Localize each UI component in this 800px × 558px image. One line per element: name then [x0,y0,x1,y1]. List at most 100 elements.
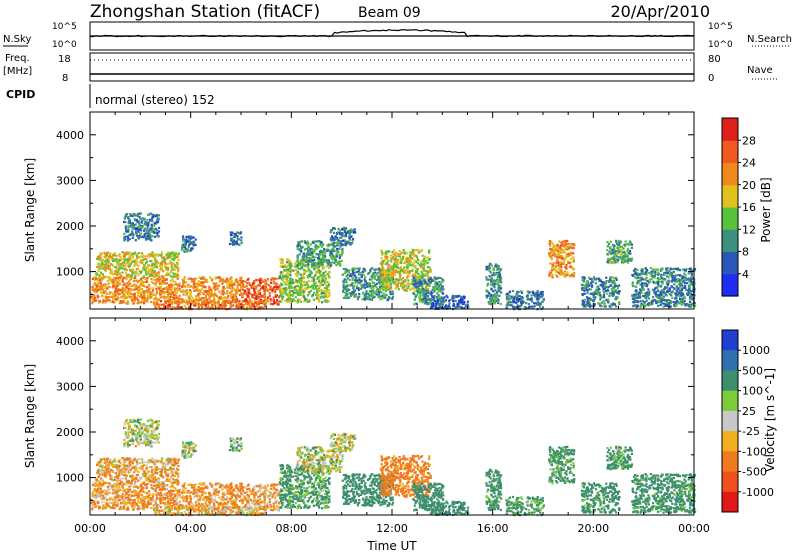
echo-cell [274,291,276,293]
echo-cell [183,291,185,293]
echo-cell [283,276,285,278]
echo-cell [297,241,299,243]
echo-cell [153,294,155,296]
echo-cell [218,291,220,293]
echo-cell [244,290,246,292]
echo-cell [349,275,351,277]
echo-cell [324,287,326,289]
echo-cell [534,295,536,297]
echo-cell [142,254,144,256]
echo-cell [416,276,418,278]
echo-cell [123,301,125,303]
echo-cell [139,218,141,220]
echo-cell [126,269,128,271]
echo-cell [499,273,501,275]
echo-cell [282,261,284,263]
echo-cell [106,265,108,267]
echo-cell [142,236,144,238]
echo-cell [213,293,215,295]
echo-cell [162,296,164,298]
echo-cell [223,304,225,306]
echo-cell [493,274,495,276]
echo-cell [307,263,309,265]
echo-cell [375,274,377,276]
echo-cell [171,292,173,294]
echo-cell [442,292,444,294]
echo-cell [149,260,151,262]
echo-cell [183,294,185,296]
echo-cell [267,278,269,280]
echo-cell [251,303,253,305]
echo-cell [395,288,397,290]
echo-cell [605,286,607,288]
echo-cell [223,286,225,288]
echo-cell [177,259,179,261]
echo-cell [144,223,146,225]
echo-cell [391,291,393,293]
echo-cell [416,279,418,281]
echo-cell [147,267,149,269]
echo-cell [151,224,153,226]
echo-cell [269,295,271,297]
echo-cell [389,272,391,274]
echo-cell [230,304,232,306]
echo-cell [127,228,129,230]
echo-cell [596,286,598,288]
echo-cell [286,261,288,263]
echo-cell [408,275,410,277]
freq-top: 18 [58,54,71,65]
echo-cell [149,239,151,241]
echo-cell [611,291,613,293]
echo-cell [352,287,354,289]
echo-cell [242,304,244,306]
echo-cell [349,284,351,286]
echo-cell [191,297,193,299]
echo-cell [415,296,417,298]
echo-cell [344,286,346,288]
echo-cell [306,283,308,285]
echo-cell [378,268,380,270]
echo-cell [164,292,166,294]
echo-cell [201,288,203,290]
echo-cell [294,281,296,283]
echo-cell [128,222,130,224]
echo-cell [104,260,106,262]
echo-cell [138,252,140,254]
echo-cell [541,293,543,295]
echo-cell [104,264,106,266]
echo-cell [320,254,322,256]
echo-cell [371,267,373,269]
echo-cell [317,257,319,259]
echo-cell [131,299,133,301]
echo-cell [322,284,324,286]
echo-cell [294,263,296,265]
echo-cell [188,297,190,299]
echo-cell [170,271,172,273]
echo-cell [381,270,383,272]
echo-cell [137,268,139,270]
echo-cell [461,306,463,308]
echo-cell [167,263,169,265]
echo-cell [123,268,125,270]
echo-cell [342,291,344,293]
echo-cell [312,256,314,258]
echo-cell [123,233,125,235]
echo-cell [141,226,143,228]
echo-cell [584,277,586,279]
echo-cell [428,278,430,280]
echo-cell [333,262,335,264]
echo-cell [98,255,100,257]
echo-cell [107,252,109,254]
echo-cell [537,290,539,292]
echo-cell [383,292,385,294]
echo-cell [593,276,595,278]
echo-cell [125,272,127,274]
echo-cell [371,276,373,278]
echo-cell [602,290,604,292]
echo-cell [603,294,605,296]
echo-cell [386,256,388,258]
echo-cell [489,275,491,277]
echo-cell [321,301,323,303]
echo-cell [364,294,366,296]
echo-cell [232,294,234,296]
